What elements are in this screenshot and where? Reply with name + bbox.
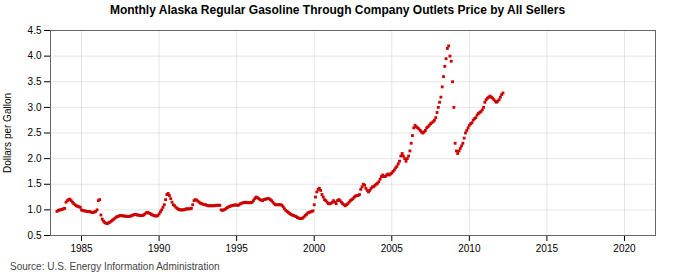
svg-text:3.0: 3.0 <box>28 102 42 113</box>
svg-text:2.0: 2.0 <box>28 153 42 164</box>
svg-text:1.5: 1.5 <box>28 178 42 189</box>
svg-text:Dollars per Gallon: Dollars per Gallon <box>2 93 13 173</box>
svg-text:2000: 2000 <box>303 243 326 254</box>
svg-text:2005: 2005 <box>381 243 404 254</box>
svg-text:4.0: 4.0 <box>28 50 42 61</box>
svg-text:1985: 1985 <box>70 243 93 254</box>
svg-text:0.5: 0.5 <box>28 230 42 241</box>
svg-text:3.5: 3.5 <box>28 76 42 87</box>
svg-text:1990: 1990 <box>148 243 171 254</box>
html-text:Monthly Alaska Regular Gasolin: Monthly Alaska Regular Gasoline Through … <box>109 3 566 17</box>
svg-text:1.0: 1.0 <box>28 204 42 215</box>
svg-text:4.5: 4.5 <box>28 25 42 36</box>
html-text:Source: U.S. Energy Informatio: Source: U.S. Energy Information Administ… <box>10 261 220 272</box>
svg-text:2020: 2020 <box>613 243 636 254</box>
svg-text:2015: 2015 <box>536 243 559 254</box>
svg-text:1995: 1995 <box>226 243 249 254</box>
svg-text:2.5: 2.5 <box>28 127 42 138</box>
svg-text:2010: 2010 <box>458 243 481 254</box>
